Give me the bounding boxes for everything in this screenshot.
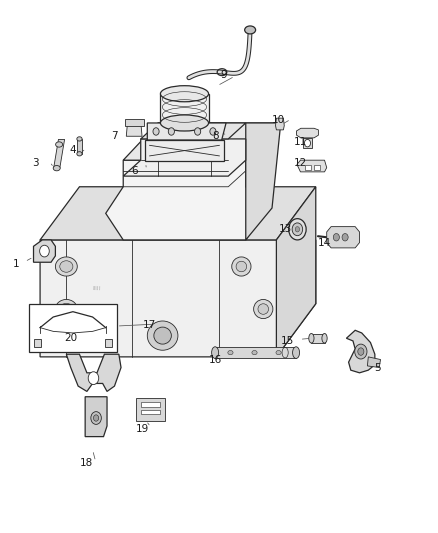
Ellipse shape: [56, 142, 63, 147]
Polygon shape: [77, 139, 81, 154]
Ellipse shape: [77, 152, 82, 156]
Ellipse shape: [153, 327, 171, 344]
Circle shape: [304, 140, 310, 147]
Text: 3: 3: [32, 158, 39, 168]
Circle shape: [209, 128, 215, 135]
Text: 10: 10: [272, 115, 285, 125]
Text: 4: 4: [70, 144, 76, 155]
Polygon shape: [326, 227, 359, 248]
Circle shape: [291, 223, 302, 236]
Text: 20: 20: [64, 333, 77, 343]
Polygon shape: [275, 118, 284, 130]
Circle shape: [288, 219, 305, 240]
Ellipse shape: [60, 303, 73, 315]
Ellipse shape: [147, 321, 177, 350]
Text: 16: 16: [208, 354, 221, 365]
Ellipse shape: [253, 300, 272, 319]
Polygon shape: [136, 398, 164, 421]
Ellipse shape: [236, 261, 246, 272]
Ellipse shape: [60, 261, 73, 272]
Circle shape: [93, 415, 99, 421]
Bar: [29, 304, 117, 352]
Ellipse shape: [55, 300, 77, 319]
Ellipse shape: [276, 351, 281, 355]
Polygon shape: [296, 128, 318, 138]
Polygon shape: [141, 402, 160, 407]
Polygon shape: [85, 397, 107, 437]
Polygon shape: [147, 123, 226, 140]
Text: 17: 17: [142, 320, 156, 330]
Circle shape: [357, 348, 363, 356]
Polygon shape: [106, 160, 263, 240]
Polygon shape: [215, 348, 295, 358]
Ellipse shape: [77, 137, 82, 141]
Text: 14: 14: [317, 238, 330, 247]
Polygon shape: [124, 119, 144, 126]
Circle shape: [341, 233, 347, 241]
Polygon shape: [245, 123, 280, 240]
Ellipse shape: [55, 257, 77, 276]
Polygon shape: [141, 123, 245, 139]
Polygon shape: [123, 123, 280, 160]
Ellipse shape: [53, 165, 60, 171]
Circle shape: [91, 411, 101, 424]
Circle shape: [294, 227, 299, 232]
Circle shape: [88, 372, 99, 384]
Polygon shape: [53, 140, 64, 168]
Polygon shape: [276, 187, 315, 357]
Polygon shape: [160, 94, 208, 123]
Text: 15: 15: [280, 336, 293, 346]
Ellipse shape: [211, 347, 218, 359]
Text: 6: 6: [131, 166, 137, 176]
Text: 7: 7: [111, 131, 117, 141]
Polygon shape: [40, 187, 315, 240]
Text: 11: 11: [293, 136, 307, 147]
Polygon shape: [302, 138, 311, 149]
Ellipse shape: [251, 351, 257, 355]
Polygon shape: [66, 354, 121, 391]
Circle shape: [354, 344, 366, 359]
Polygon shape: [346, 330, 374, 373]
Bar: [33, 339, 40, 348]
Ellipse shape: [227, 351, 233, 355]
Bar: [105, 339, 112, 348]
Polygon shape: [304, 165, 310, 169]
Polygon shape: [40, 240, 315, 357]
Ellipse shape: [292, 347, 299, 359]
Text: IIIII: IIIII: [92, 286, 101, 292]
Text: 18: 18: [79, 458, 92, 468]
Ellipse shape: [231, 257, 251, 276]
Circle shape: [152, 128, 159, 135]
Ellipse shape: [308, 334, 313, 343]
Ellipse shape: [244, 26, 255, 34]
Ellipse shape: [258, 304, 268, 314]
Text: 13: 13: [278, 224, 291, 235]
Text: 12: 12: [293, 158, 307, 168]
Polygon shape: [33, 240, 55, 262]
Polygon shape: [141, 409, 160, 414]
Ellipse shape: [321, 334, 326, 343]
Polygon shape: [145, 140, 223, 161]
Text: 1: 1: [13, 259, 19, 269]
Polygon shape: [367, 357, 380, 368]
Ellipse shape: [160, 115, 208, 131]
Circle shape: [168, 128, 174, 135]
Text: 5: 5: [373, 362, 379, 373]
Polygon shape: [296, 160, 326, 172]
Polygon shape: [311, 334, 324, 343]
Circle shape: [194, 128, 200, 135]
Polygon shape: [313, 165, 319, 169]
Text: 9: 9: [220, 70, 227, 80]
Circle shape: [39, 245, 49, 257]
Polygon shape: [126, 122, 142, 136]
Circle shape: [332, 233, 339, 241]
Polygon shape: [123, 139, 245, 176]
Text: 8: 8: [211, 131, 218, 141]
Text: 19: 19: [136, 424, 149, 434]
Ellipse shape: [160, 86, 208, 102]
